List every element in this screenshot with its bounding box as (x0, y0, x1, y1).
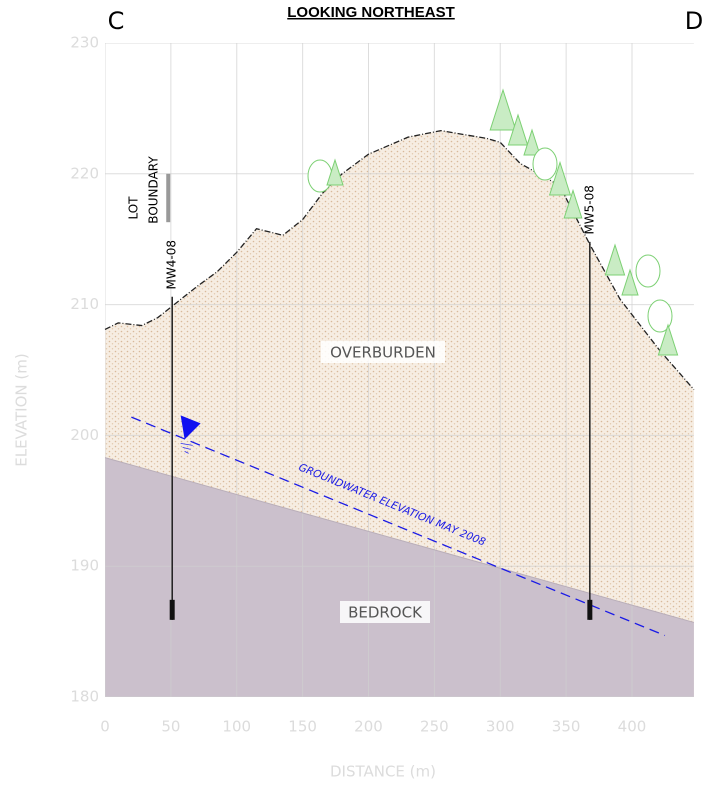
overburden-label: OVERBURDEN (330, 344, 436, 362)
section-start: C (108, 7, 125, 35)
y-tick-label: 230 (70, 34, 99, 52)
well-label: MW5-08 (582, 185, 596, 234)
x-tick-label: 400 (618, 718, 647, 736)
chart-title: LOOKING NORTHEAST (287, 4, 455, 21)
section-end: D (685, 7, 702, 35)
tree (533, 148, 557, 180)
x-tick-label: 250 (420, 718, 449, 736)
x-tick-label: 100 (222, 718, 251, 736)
plot-area (105, 43, 694, 697)
x-tick-label: 50 (161, 718, 180, 736)
x-tick-label: 150 (288, 718, 317, 736)
bedrock-label: BEDROCK (348, 604, 423, 622)
chart: LOOKING NORTHEAST C D DISTANCE (m) ELEVA… (0, 0, 702, 785)
y-tick-label: 180 (70, 688, 99, 706)
lot-boundary-marker (166, 174, 170, 222)
x-tick-label: 350 (552, 718, 581, 736)
well-screen (587, 600, 592, 620)
y-tick-label: 190 (70, 557, 99, 575)
tree (636, 255, 660, 287)
x-tick-label: 200 (354, 718, 383, 736)
x-tick-label: 300 (486, 718, 515, 736)
y-tick-label: 200 (70, 426, 99, 444)
tree (490, 90, 516, 130)
y-axis-title: ELEVATION (m) (13, 353, 31, 466)
y-tick-label: 220 (70, 164, 99, 182)
tree (605, 245, 624, 275)
y-tick-label: 210 (70, 295, 99, 313)
x-axis-title: DISTANCE (m) (330, 763, 436, 781)
tree (308, 160, 332, 192)
lot-boundary-label: LOT (127, 196, 141, 220)
x-tick-label: 0 (100, 718, 110, 736)
lot-boundary-label: BOUNDARY (147, 156, 161, 224)
well-label: MW4-08 (165, 240, 179, 289)
well-screen (170, 600, 175, 620)
